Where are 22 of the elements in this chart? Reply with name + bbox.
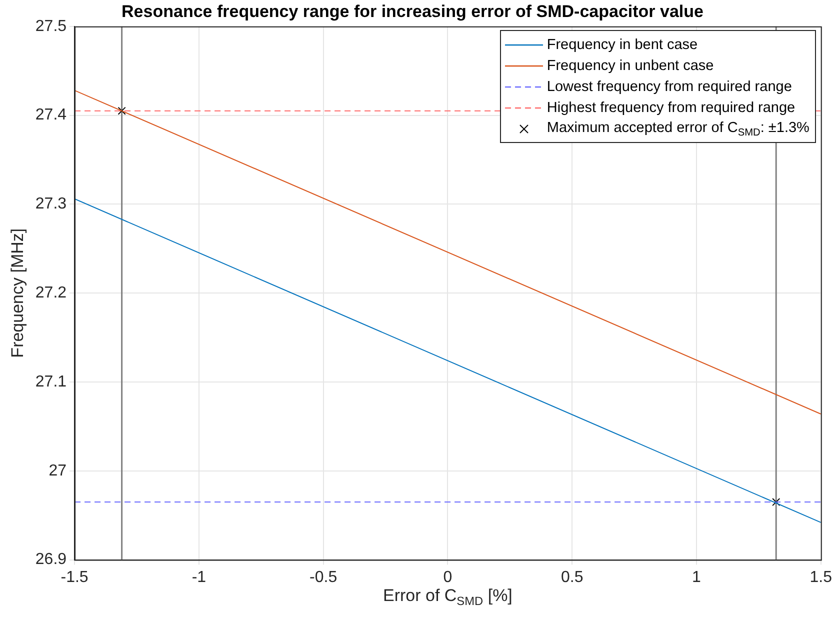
x-tick-label: 0.5 (560, 568, 584, 586)
legend-label: Frequency in unbent case (546, 58, 714, 74)
x-tick-label: -1.5 (60, 568, 88, 586)
legend-label: Lowest frequency from required range (546, 78, 792, 95)
x-tick-label: 1.5 (810, 568, 832, 586)
y-tick-label: 27.1 (35, 373, 67, 390)
y-tick-label: 27.2 (35, 284, 67, 302)
y-tick-label: 27.3 (35, 196, 67, 213)
y-tick-label: 26.9 (35, 551, 67, 568)
x-tick-label: 1 (692, 568, 702, 586)
x-tick-label: 0 (443, 568, 452, 586)
y-tick-label: 27 (48, 462, 67, 480)
chart-title: Resonance frequency range for increasing error of SMD-capacitor value (122, 2, 704, 21)
x-axis-title: Error of C$_{SMD}$ [%] (382, 586, 512, 608)
legend-label: Frequency in bent case (546, 36, 698, 53)
x-tick-label: -1 (192, 568, 206, 586)
y-axis-title: Frequency [MHz] (8, 228, 27, 358)
legend-label: Highest frequency from required range (546, 100, 796, 116)
y-tick-label: 27.5 (35, 18, 67, 35)
x-tick-label: -0.5 (310, 568, 338, 586)
y-tick-label: 27.4 (35, 106, 67, 124)
legend-label: Maximum accepted error of C$_{SMD}$: ±1.3% (546, 120, 810, 138)
